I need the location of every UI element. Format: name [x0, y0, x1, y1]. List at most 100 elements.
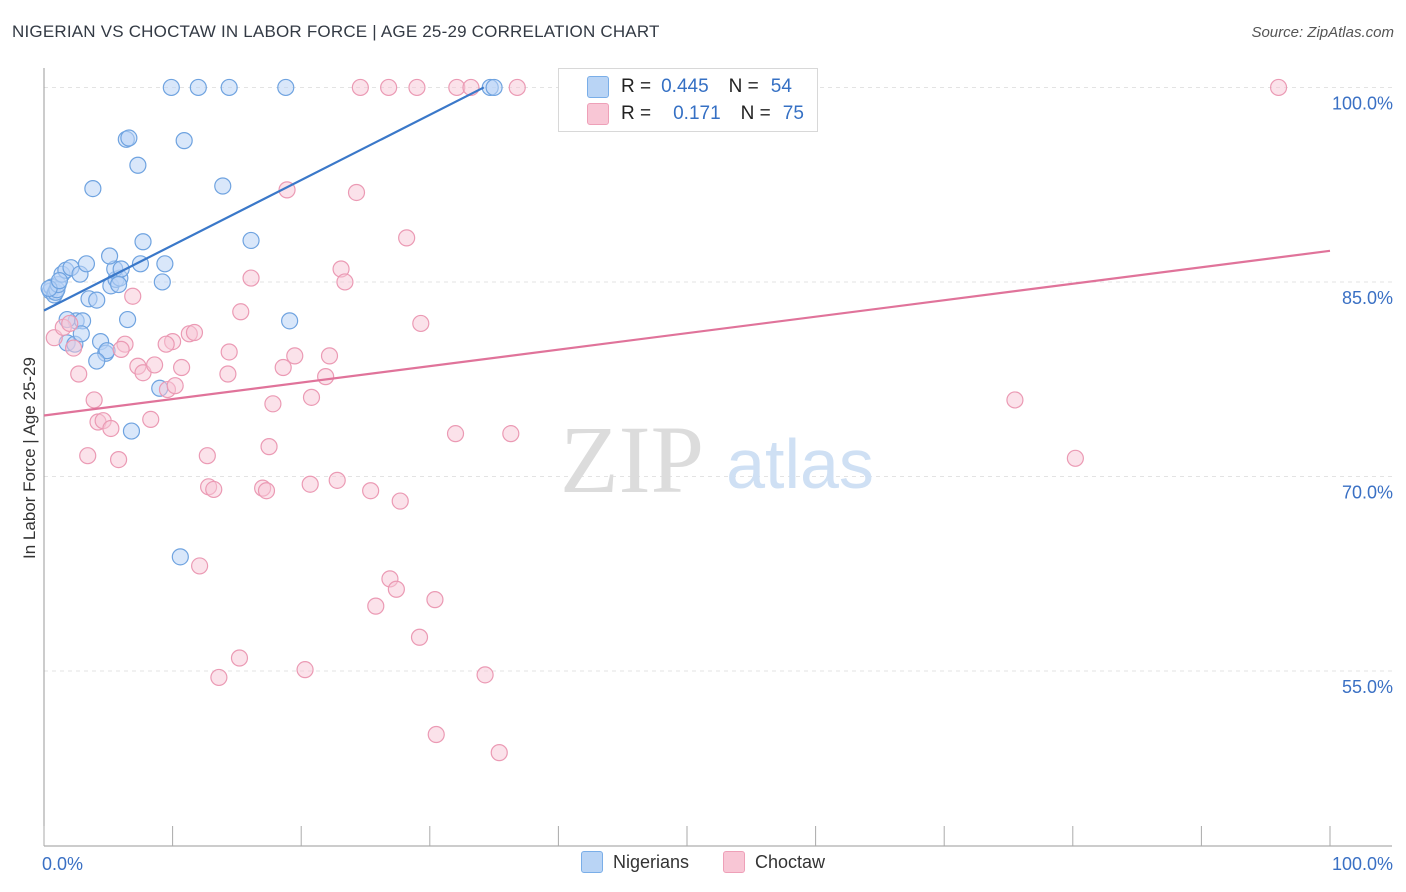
legend-item-nigerians[interactable]: Nigerians	[580, 851, 689, 873]
nigerians-point	[118, 310, 137, 329]
choctaw-point	[242, 269, 260, 287]
nigerians-point	[100, 247, 119, 265]
source-label: Source: ZipAtlas.com	[1251, 24, 1394, 41]
choctaw-point	[260, 438, 278, 456]
choctaw-point	[109, 450, 128, 469]
nigerians-point	[88, 352, 106, 370]
choctaw-point	[336, 273, 354, 291]
choctaw-point	[145, 356, 164, 374]
choctaw-point	[427, 725, 445, 744]
n-value: 75	[782, 103, 804, 124]
choctaw-point	[230, 649, 249, 667]
nigerians-point	[220, 78, 238, 97]
n-label: N =	[740, 103, 771, 124]
stats-box: R = 0.445 N = 54 R = 0.171 N = 75	[558, 68, 818, 132]
y-tick-label: 70.0%	[1342, 482, 1393, 502]
nigerians-point	[129, 156, 147, 174]
grid-lines	[44, 86, 1392, 672]
legend: Nigerians Choctaw	[0, 851, 1406, 873]
nigerians-point	[485, 78, 503, 97]
watermark: ZIP atlas	[560, 406, 874, 513]
nigerians-point	[171, 548, 189, 566]
choctaw-point	[79, 447, 97, 465]
legend-label-choctaw: Choctaw	[755, 851, 826, 872]
y-tick-label: 55.0%	[1342, 677, 1393, 697]
y-axis-label: In Labor Force | Age 25-29	[20, 357, 39, 559]
choctaw-point	[398, 229, 416, 247]
trend-line-choctaw	[43, 249, 1331, 417]
choctaw-point	[301, 475, 319, 493]
choctaw-point	[446, 425, 465, 443]
stats-swatch-nigerians	[587, 76, 609, 98]
nigerians-point	[120, 129, 138, 147]
choctaw-point	[210, 668, 228, 687]
nigerians-point	[162, 78, 180, 97]
choctaw-point	[257, 482, 276, 500]
trend-line-nigerians	[43, 86, 485, 312]
n-value: 54	[770, 76, 792, 97]
y-tick-label: 100.0%	[1332, 93, 1393, 113]
choctaw-point	[362, 482, 380, 500]
choctaw-point	[508, 78, 526, 97]
choctaw-point	[302, 388, 321, 406]
choctaw-point	[232, 303, 250, 321]
nigerians-point	[84, 179, 102, 198]
trend-lines	[43, 86, 1331, 417]
choctaw-point	[387, 580, 405, 598]
choctaw-point	[412, 314, 430, 333]
choctaw-point	[185, 323, 204, 342]
r-value: 0.171	[673, 103, 721, 124]
nigerians-point	[134, 233, 152, 251]
choctaw-point	[61, 314, 79, 333]
legend-swatch-nigerians	[580, 851, 603, 873]
choctaw-point	[173, 358, 191, 377]
x-tick-label: 100.0%	[1332, 854, 1393, 874]
nigerians-point	[242, 231, 260, 250]
watermark-atlas: atlas	[726, 425, 874, 503]
choctaw-point	[351, 78, 369, 97]
series-nigerians	[40, 78, 503, 566]
choctaw-point	[85, 391, 103, 409]
choctaw-point	[380, 78, 398, 97]
choctaw-point	[367, 597, 385, 615]
nigerians-point	[156, 255, 174, 273]
stats-row-nigerians: R = 0.445 N = 54	[559, 73, 792, 101]
choctaw-point	[166, 377, 184, 395]
choctaw-point	[157, 335, 175, 353]
choctaw-point	[70, 365, 88, 383]
choctaw-point	[191, 557, 209, 575]
nigerians-point	[281, 312, 299, 330]
nigerians-point	[189, 78, 207, 97]
choctaw-point	[1269, 78, 1288, 97]
choctaw-point	[142, 410, 160, 428]
legend-label-nigerians: Nigerians	[612, 851, 689, 872]
choctaw-point	[264, 395, 282, 413]
x-tick-label: 0.0%	[42, 854, 83, 874]
choctaw-point	[274, 358, 292, 377]
nigerians-point	[277, 78, 295, 97]
choctaw-point	[391, 492, 409, 510]
choctaw-point	[347, 183, 366, 202]
tick-labels: 100.0% 85.0% 70.0% 55.0% 0.0% 100.0%	[42, 93, 1393, 874]
choctaw-point	[328, 471, 346, 489]
choctaw-point	[198, 447, 216, 465]
choctaw-point	[112, 340, 130, 358]
stats-row-choctaw: R = 0.171 N = 75	[559, 100, 804, 128]
choctaw-point	[286, 347, 304, 365]
choctaw-point	[426, 591, 444, 609]
choctaw-point	[490, 744, 508, 762]
legend-item-choctaw[interactable]: Choctaw	[723, 851, 825, 873]
choctaw-point	[1066, 449, 1084, 467]
watermark-zip: ZIP	[560, 406, 704, 513]
y-tick-label: 85.0%	[1342, 288, 1393, 308]
choctaw-point	[476, 666, 494, 684]
nigerians-point	[122, 422, 141, 440]
nigerians-point	[214, 177, 232, 195]
choctaw-point	[1006, 391, 1024, 409]
nigerians-point	[77, 255, 96, 273]
chart-title: NIGERIAN VS CHOCTAW IN LABOR FORCE | AGE…	[12, 22, 660, 41]
nigerians-point	[88, 291, 106, 309]
choctaw-point	[124, 287, 142, 305]
r-label: R =	[621, 103, 652, 124]
